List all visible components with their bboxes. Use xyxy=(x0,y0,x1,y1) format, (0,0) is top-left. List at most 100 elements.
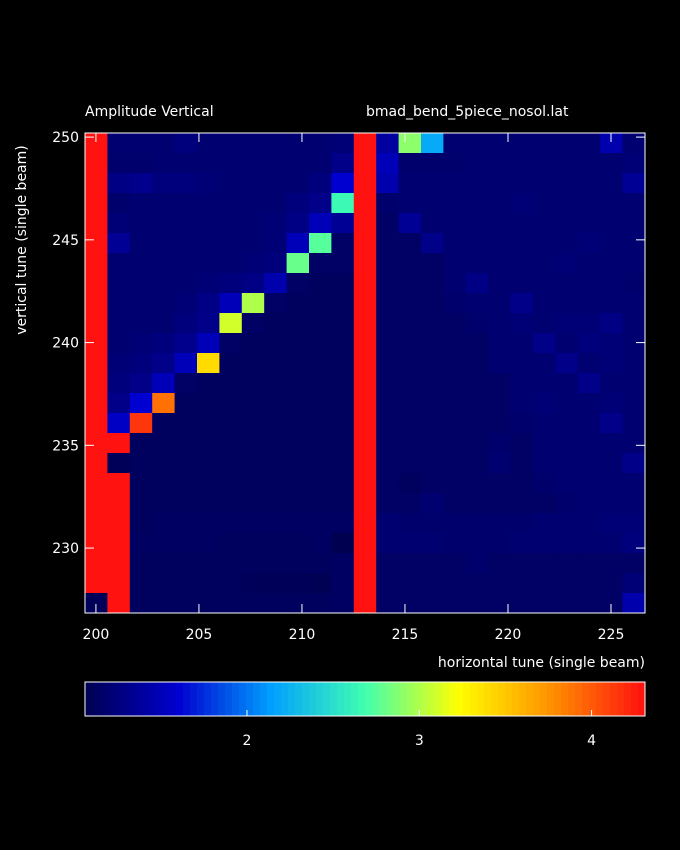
heatmap-cell xyxy=(533,353,556,374)
heatmap-cell xyxy=(331,213,355,234)
heatmap-cell xyxy=(510,453,534,474)
heatmap-cell xyxy=(577,553,601,574)
heatmap-cell xyxy=(510,313,534,334)
colorbar-segment xyxy=(435,682,443,716)
heatmap-cell xyxy=(219,173,243,194)
heatmap-cell xyxy=(421,213,444,234)
colorbar-segment xyxy=(323,682,331,716)
heatmap-cell xyxy=(555,373,579,394)
heatmap-cell xyxy=(600,373,624,394)
heatmap-cell xyxy=(264,253,288,274)
heatmap-cell xyxy=(353,593,377,614)
heatmap-cell xyxy=(555,593,579,614)
heatmap-cell xyxy=(129,213,153,234)
heatmap-cell xyxy=(197,333,220,354)
heatmap-cell xyxy=(376,493,400,514)
heatmap-cell xyxy=(622,593,646,614)
colorbar-segment xyxy=(246,682,254,716)
heatmap-cell xyxy=(331,293,355,314)
heatmap-cell xyxy=(152,233,176,254)
heatmap-cell xyxy=(533,493,556,514)
heatmap-cell xyxy=(398,433,422,454)
heatmap-cell xyxy=(555,133,579,154)
y-tick-label: 245 xyxy=(52,233,79,249)
plot-frame xyxy=(84,132,646,614)
heatmap-cell xyxy=(533,433,556,454)
heatmap-cell xyxy=(376,153,400,174)
heatmap-cell xyxy=(152,173,176,194)
heatmap-cell xyxy=(85,293,108,314)
colorbar-segment xyxy=(281,682,289,716)
heatmap-cell xyxy=(555,333,579,354)
heatmap-cell xyxy=(241,293,265,314)
heatmap-cell xyxy=(622,473,646,494)
heatmap-cell xyxy=(85,373,108,394)
colorbar-segment xyxy=(631,682,639,716)
x-tick-label: 200 xyxy=(83,627,110,643)
colorbar-segment xyxy=(442,682,450,716)
heatmap-cell xyxy=(376,173,400,194)
heatmap-cell xyxy=(353,213,377,234)
heatmap-cell xyxy=(555,173,579,194)
heatmap-cell xyxy=(488,493,512,514)
heatmap-cell xyxy=(376,433,400,454)
heatmap-cell xyxy=(241,373,265,394)
heatmap-cell xyxy=(174,133,198,154)
heatmap-cell xyxy=(555,233,579,254)
heatmap-cell xyxy=(219,133,243,154)
heatmap-cell xyxy=(309,573,332,594)
heatmap-cell xyxy=(129,193,153,214)
colorbar-segment xyxy=(477,682,485,716)
heatmap-cell xyxy=(353,473,377,494)
heatmap-cell xyxy=(398,573,422,594)
heatmap-cell xyxy=(241,453,265,474)
heatmap-cell xyxy=(264,353,288,374)
heatmap-cell xyxy=(264,193,288,214)
heatmap-cell xyxy=(398,333,422,354)
colorbar-segment xyxy=(554,682,562,716)
heatmap-cell xyxy=(533,373,556,394)
heatmap-cell xyxy=(533,313,556,334)
heatmap-cell xyxy=(107,313,131,334)
heatmap-cell xyxy=(465,313,489,334)
heatmap-cell xyxy=(174,573,198,594)
y-axis-label: vertical tune (single beam) xyxy=(14,145,30,335)
heatmap-cell xyxy=(264,373,288,394)
heatmap-cell xyxy=(465,473,489,494)
heatmap-cell xyxy=(622,253,646,274)
heatmap-cell xyxy=(443,433,467,454)
heatmap-cell xyxy=(197,473,220,494)
heatmap-cell xyxy=(577,133,601,154)
y-tick-label: 250 xyxy=(52,130,79,146)
heatmap-cell xyxy=(264,513,288,534)
heatmap-cell xyxy=(286,233,310,254)
heatmap-cell xyxy=(398,313,422,334)
colorbar-segment xyxy=(582,682,590,716)
heatmap-cell xyxy=(577,453,601,474)
heatmap-cell xyxy=(174,373,198,394)
heatmap-cell xyxy=(264,413,288,434)
heatmap-cell xyxy=(533,293,556,314)
heatmap-cell xyxy=(376,253,400,274)
heatmap-cell xyxy=(264,393,288,414)
heatmap-cell xyxy=(241,413,265,434)
heatmap-cell xyxy=(152,533,176,554)
colorbar-segment xyxy=(596,682,604,716)
colorbar-segment xyxy=(533,682,541,716)
heatmap-cell xyxy=(577,153,601,174)
heatmap-cell xyxy=(152,353,176,374)
heatmap-cell xyxy=(219,553,243,574)
heatmap-cell xyxy=(309,473,332,494)
heatmap-cell xyxy=(174,153,198,174)
heatmap-cell xyxy=(398,453,422,474)
heatmap-cell xyxy=(510,593,534,614)
colorbar-segment xyxy=(225,682,233,716)
heatmap-cell xyxy=(465,533,489,554)
heatmap-cell xyxy=(622,533,646,554)
heatmap-cell xyxy=(85,213,108,234)
heatmap-cell xyxy=(465,553,489,574)
heatmap-cell xyxy=(600,393,624,414)
heatmap-cell xyxy=(577,433,601,454)
heatmap-cell xyxy=(264,553,288,574)
